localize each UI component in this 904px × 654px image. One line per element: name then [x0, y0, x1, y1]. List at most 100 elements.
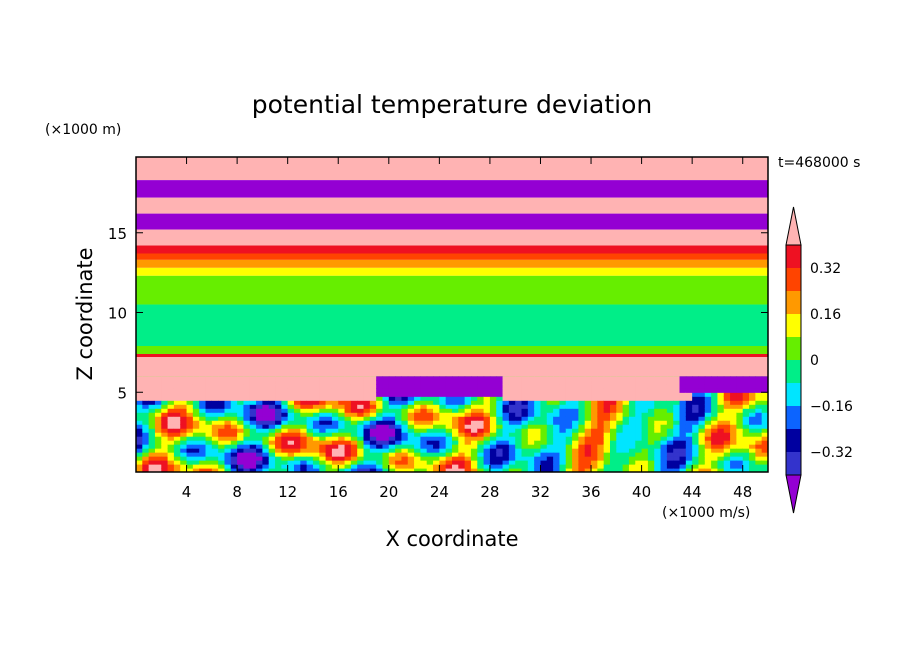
contour-cell: [306, 448, 314, 453]
contour-cell: [445, 396, 453, 401]
contour-cell: [306, 412, 314, 417]
contour-cell: [660, 444, 668, 449]
contour-cell: [496, 456, 504, 461]
contour-cell: [249, 384, 257, 389]
contour-cell: [262, 436, 270, 441]
contour-cell: [565, 456, 573, 461]
contour-cell: [489, 444, 497, 449]
contour-cell: [306, 392, 314, 397]
contour-cell: [199, 448, 207, 453]
contour-cell: [685, 384, 693, 389]
contour-cell: [237, 408, 245, 413]
contour-cell: [445, 432, 453, 437]
contour-cell: [173, 432, 181, 437]
contour-cell: [628, 408, 636, 413]
contour-cell: [376, 440, 384, 445]
contour-cell: [502, 448, 510, 453]
contour-cell: [205, 424, 213, 429]
contour-cell: [401, 452, 409, 457]
contour-cell: [401, 424, 409, 429]
contour-cell: [711, 392, 719, 397]
contour-cell: [761, 412, 768, 417]
contour-cell: [527, 384, 535, 389]
contour-cell: [445, 452, 453, 457]
contour-cell: [136, 444, 143, 449]
contour-cell: [685, 400, 693, 405]
contour-cell: [685, 380, 693, 385]
contour-cell: [572, 396, 579, 401]
contour-cell: [755, 452, 763, 457]
contour-cell: [679, 440, 687, 445]
contour-cell: [357, 448, 365, 453]
contour-cell: [325, 392, 333, 397]
contour-cell: [546, 464, 554, 469]
contour-cell: [464, 408, 472, 413]
contour-cell: [249, 400, 257, 405]
colorbar-segment: [786, 268, 801, 291]
contour-cell: [161, 376, 169, 381]
contour-cell: [685, 448, 693, 453]
contour-cell: [742, 456, 750, 461]
contour-cell: [211, 444, 219, 449]
contour-cell: [641, 428, 649, 433]
contour-cell: [433, 404, 440, 409]
contour-cell: [660, 452, 668, 457]
contour-cell: [363, 388, 371, 393]
contour-cell: [237, 456, 245, 461]
contour-cell: [325, 388, 333, 393]
contour-cell: [685, 392, 693, 397]
contour-cell: [312, 468, 320, 472]
contour-cell: [357, 428, 365, 433]
contour-cell: [148, 396, 156, 401]
contour-cell: [502, 392, 510, 397]
contour-cell: [717, 420, 725, 425]
contour-cell: [717, 444, 725, 449]
contour-cell: [331, 444, 339, 449]
x-tick-label: 40: [632, 483, 651, 501]
contour-cell: [654, 448, 662, 453]
contour-cell: [698, 412, 706, 417]
plot-area: [136, 157, 768, 472]
contour-cell: [414, 444, 421, 449]
contour-cell: [679, 432, 687, 437]
contour-cell: [275, 456, 282, 461]
contour-cell: [199, 460, 207, 465]
contour-cell: [300, 416, 308, 421]
contour-cell: [230, 384, 238, 389]
contour-cell: [237, 460, 245, 465]
contour-cell: [199, 432, 207, 437]
contour-cell: [173, 428, 181, 433]
contour-cell: [704, 436, 712, 441]
contour-cell: [154, 416, 162, 421]
colorbar-extension-bottom: [785, 474, 802, 514]
contour-cell: [433, 416, 440, 421]
contour-cell: [350, 400, 358, 405]
contour-cell: [262, 432, 270, 437]
contour-cell: [534, 448, 542, 453]
contour-cell: [275, 424, 282, 429]
contour-cell: [205, 396, 213, 401]
contour-cell: [553, 460, 561, 465]
contour-cell: [287, 436, 295, 441]
contour-cell: [281, 404, 289, 409]
contour-cell: [616, 420, 624, 425]
contour-cell: [692, 456, 700, 461]
contour-cell: [483, 392, 491, 397]
contour-cell: [325, 412, 333, 417]
contour-cell: [679, 400, 687, 405]
contour-band: [136, 157, 768, 181]
contour-cell: [224, 456, 232, 461]
contour-cell: [180, 392, 188, 397]
contour-cell: [477, 440, 485, 445]
contour-cell: [237, 432, 245, 437]
contour-cell: [262, 428, 270, 433]
contour-cell: [527, 468, 535, 472]
contour-cell: [736, 400, 744, 405]
contour-cell: [230, 400, 238, 405]
contour-cell: [319, 376, 327, 381]
contour-cell: [344, 428, 352, 433]
contour-cell: [452, 408, 459, 413]
contour-cell: [426, 404, 434, 409]
contour-cell: [755, 456, 763, 461]
colorbar-segment: [786, 452, 801, 475]
